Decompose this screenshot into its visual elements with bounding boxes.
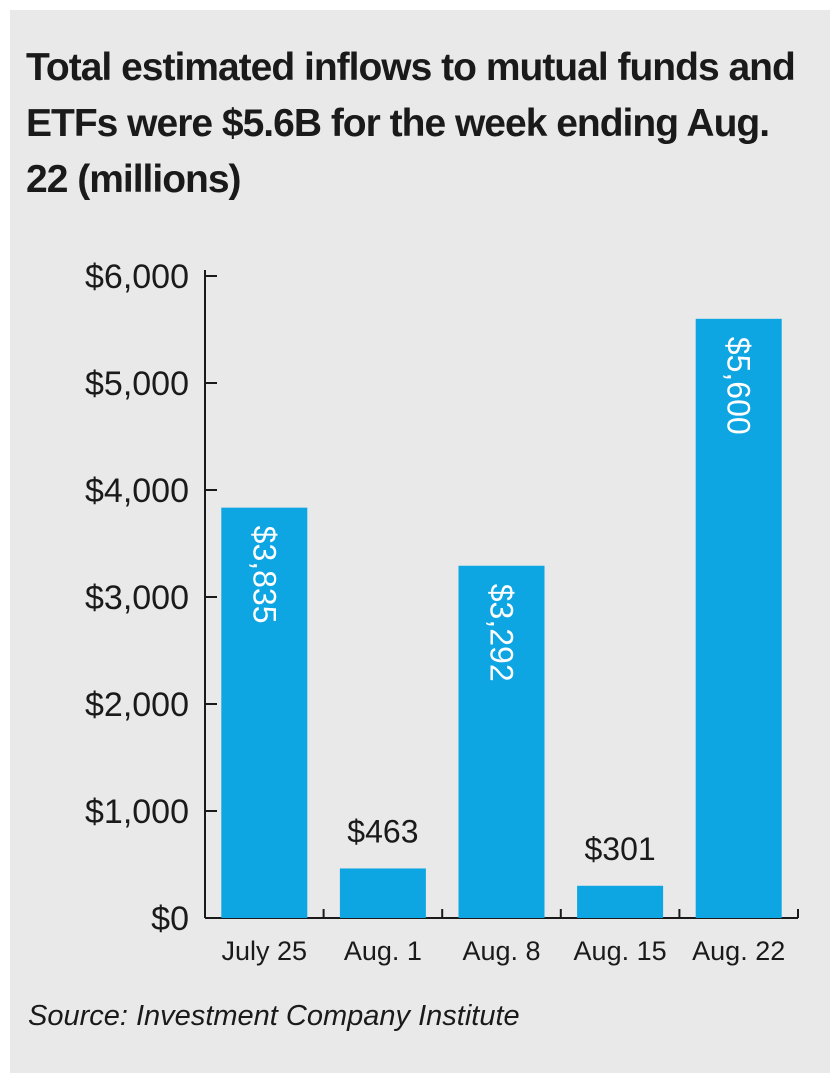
- data-label: $5,600: [721, 337, 757, 435]
- x-tick-label: Aug. 8: [462, 936, 540, 966]
- data-label: $301: [585, 831, 656, 867]
- bar: [458, 565, 545, 918]
- x-tick-label: Aug. 15: [574, 936, 667, 966]
- y-tick-label: $3,000: [85, 579, 189, 617]
- source-note: Source: Investment Company Institute: [28, 1000, 520, 1032]
- data-label: $3,835: [246, 526, 282, 624]
- y-tick-label: $6,000: [85, 258, 189, 296]
- y-tick-label: $5,000: [85, 365, 189, 403]
- x-tick-label: Aug. 22: [692, 936, 785, 966]
- data-label: $463: [347, 813, 418, 849]
- bar: [695, 318, 782, 918]
- data-label: $3,292: [484, 584, 520, 682]
- y-tick-label: $0: [151, 900, 189, 938]
- chart-title: Total estimated inflows to mutual funds …: [26, 46, 796, 201]
- x-tick-label: Aug. 1: [344, 936, 422, 966]
- y-tick-label: $2,000: [85, 686, 189, 724]
- bar: [221, 507, 308, 918]
- y-tick-label: $1,000: [85, 793, 189, 831]
- bar: [339, 868, 426, 918]
- bar: [577, 885, 664, 918]
- y-tick-label: $4,000: [85, 472, 189, 510]
- x-tick-label: July 25: [222, 936, 308, 966]
